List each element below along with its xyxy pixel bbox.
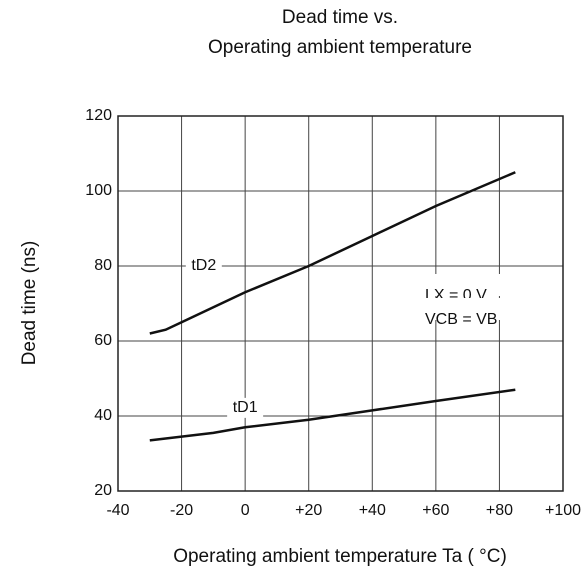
x-axis-label: Operating ambient temperature Ta ( °C): [173, 546, 507, 567]
series-label: tD2: [191, 257, 216, 274]
chart-title: Operating ambient temperature: [208, 37, 472, 58]
x-tick-label: +80: [486, 502, 513, 519]
x-tick-label: -20: [170, 502, 193, 519]
y-tick-label: 80: [94, 257, 112, 274]
y-tick-label: 20: [94, 482, 112, 499]
series-label: tD1: [233, 399, 258, 416]
y-axis-label: Dead time (ns): [19, 241, 40, 366]
annotation-bg: [420, 298, 535, 320]
x-tick-label: +100: [545, 502, 581, 519]
x-tick-label: -40: [106, 502, 129, 519]
annotation-bg: [420, 274, 535, 296]
y-tick-label: 40: [94, 407, 112, 424]
x-tick-label: +60: [422, 502, 449, 519]
series-line: [149, 388, 516, 442]
y-tick-label: 60: [94, 332, 112, 349]
label-bg: [185, 256, 222, 276]
y-tick-label: 120: [85, 107, 112, 124]
series-line: [149, 171, 516, 335]
annotation: VCB = VB: [425, 311, 497, 328]
label-bg: [227, 397, 264, 418]
plot-frame: [117, 115, 564, 492]
x-tick-label: +40: [359, 502, 386, 519]
x-tick-label: +20: [295, 502, 322, 519]
y-tick-label: 100: [85, 182, 112, 199]
x-tick-label: 0: [241, 502, 250, 519]
chart-title: Dead time vs.: [282, 7, 398, 28]
